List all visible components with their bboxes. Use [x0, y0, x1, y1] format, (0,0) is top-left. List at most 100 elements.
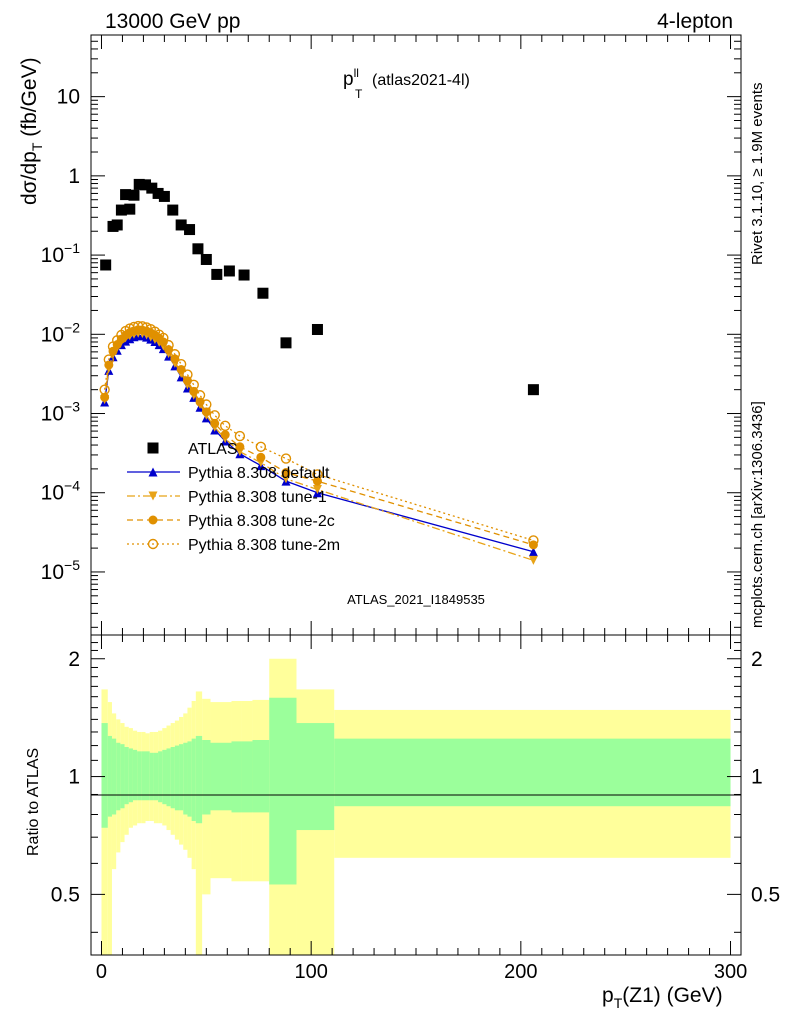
atlas-data-point — [257, 287, 269, 299]
atlas-data-point — [128, 189, 140, 201]
ratio-inner-band-segment — [137, 751, 142, 801]
mc-series-point — [234, 430, 246, 442]
atlas-data-point — [140, 179, 152, 191]
ratio-inner-band-segment — [221, 742, 232, 811]
main-y-tick-label: 10 — [57, 86, 80, 109]
atlas-data-point — [133, 178, 145, 190]
mc-series-point — [169, 349, 181, 360]
main-y-tick-label: 10−2 — [41, 319, 81, 346]
atlas-data-point — [158, 190, 170, 202]
mc-series-point — [201, 407, 211, 417]
mc-series-point — [281, 474, 291, 484]
mc-series-line — [103, 325, 534, 542]
legend-marker — [147, 538, 159, 550]
ratio-inner-band-segment — [179, 744, 184, 811]
atlas-data-point — [167, 204, 179, 216]
ratio-inner-band-segment — [252, 740, 270, 813]
mc-series-point — [163, 339, 174, 351]
ratio-inner-band-segment — [170, 747, 175, 809]
mc-series-point — [528, 547, 538, 557]
x-axis-label-base: p — [602, 984, 614, 1007]
ratio-y-tick-label-right: 1 — [751, 766, 763, 789]
ratio-inner-band-segment — [231, 741, 242, 813]
plot-title-superscript: ll — [354, 66, 359, 80]
mc-series-point — [100, 392, 110, 402]
plot-title-main: p — [343, 69, 354, 90]
ratio-inner-band-segment — [145, 751, 150, 801]
mc-series-point — [256, 452, 266, 462]
atlas-data-point — [200, 253, 212, 265]
x-tick-label: 200 — [504, 961, 537, 983]
ratio-y-tick-label: 2 — [68, 648, 80, 671]
ratio-inner-band-segment — [132, 749, 138, 801]
main-y-tick-label-base: 10 — [41, 561, 64, 584]
ratio-inner-band-segment — [195, 735, 203, 824]
ratio-inner-band-segment — [120, 744, 125, 809]
mc-series-point — [209, 410, 220, 421]
legend-marker — [148, 515, 158, 525]
ratio-y-tick-label: 0.5 — [51, 883, 80, 906]
ratio-inner-band-segment — [202, 740, 211, 815]
main-y-tick-label-base: 10 — [41, 403, 64, 426]
mc-series-point — [175, 358, 187, 370]
channel-label: 4-lepton — [657, 10, 733, 33]
ratio-inner-band-segment — [296, 723, 335, 831]
mc-series-point — [194, 390, 206, 401]
main-y-tick-label-exponent: −1 — [64, 240, 80, 256]
atlas-data-point — [192, 243, 204, 255]
mc-series-point — [104, 360, 114, 370]
main-y-tick-label-exponent: −5 — [64, 557, 80, 573]
ratio-inner-band-segment — [174, 745, 180, 811]
mc-series-point — [182, 369, 193, 380]
main-y-tick-label-base: 10 — [41, 323, 64, 346]
plot-title-tag: (atlas2021-4l) — [372, 72, 470, 89]
mc-series-point — [99, 384, 110, 395]
ratio-inner-band-segment — [128, 748, 133, 803]
ratio-inner-band-segment — [334, 738, 731, 807]
ratio-inner-band-segment — [166, 748, 171, 807]
atlas-data-point — [100, 259, 112, 271]
ratio-inner-band-segment — [162, 749, 167, 805]
mc-series-point — [280, 453, 292, 464]
atlas-data-points — [100, 178, 539, 396]
legend-label: Pythia 8.308 tune-2m — [188, 537, 340, 554]
main-y-tick-label-exponent: −2 — [64, 319, 80, 335]
legend-label: ATLAS — [188, 441, 238, 458]
ratio-y-axis-label: Ratio to ATLAS — [25, 748, 42, 856]
ratio-inner-band-segment — [101, 723, 108, 828]
atlas-data-point — [527, 384, 539, 396]
main-y-tick-label: 1 — [68, 165, 80, 188]
ratio-inner-band-segment — [116, 742, 121, 811]
legend: ATLAS Pythia 8.308 default Pythia 8.308 tu… — [127, 441, 340, 554]
main-y-axis-label: dσ/dpT (fb/GeV) — [18, 57, 45, 205]
ratio-inner-band-segment — [141, 751, 146, 801]
plot-title-subscript: T — [355, 87, 363, 101]
atlas-data-point — [124, 203, 136, 215]
mc-series-point — [235, 442, 245, 452]
rivet-version-label: Rivet 3.1.10, ≥ 1.9M events — [749, 83, 766, 266]
main-y-tick-label: 10−5 — [41, 557, 81, 584]
ratio-y-tick-label: 1 — [68, 766, 80, 789]
ratio-outer-band-segment — [195, 691, 203, 955]
legend-marker — [148, 491, 158, 501]
mc-series — [99, 320, 539, 565]
main-y-tick-label-base: 10 — [41, 482, 64, 505]
ratio-inner-band-segment — [111, 738, 117, 815]
mc-series-point — [220, 430, 230, 440]
ratio-inner-band-segment — [107, 735, 112, 817]
main-y-tick-label: 10−4 — [41, 478, 81, 505]
mc-series-point — [158, 332, 169, 344]
atlas-data-point — [115, 204, 127, 216]
ratio-y-tick-label-right: 2 — [751, 648, 763, 671]
atlas-data-point — [146, 182, 158, 194]
mc-series-point — [210, 418, 220, 428]
atlas-data-point — [223, 265, 235, 277]
main-y-tick-label-exponent: −4 — [64, 478, 80, 494]
ratio-inner-band-segment — [187, 741, 192, 817]
collision-label: 13000 GeV pp — [105, 10, 240, 33]
ratio-inner-band-segment — [149, 752, 154, 801]
atlas-data-point — [152, 187, 164, 199]
mc-series-point — [312, 484, 322, 494]
